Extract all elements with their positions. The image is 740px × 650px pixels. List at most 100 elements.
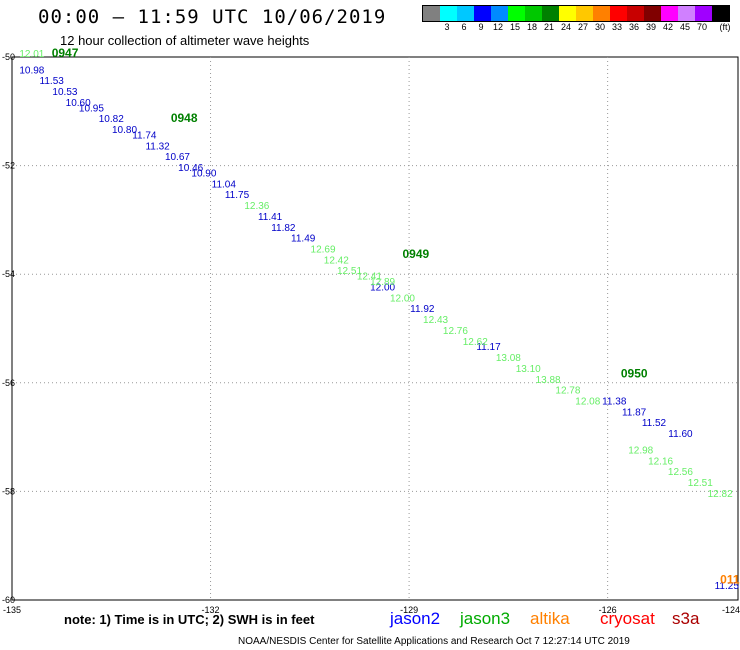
data-point-label: 11.04 [212, 179, 237, 190]
legend-swatch [474, 6, 491, 21]
data-point-label: 10.95 [79, 103, 104, 114]
legend-label: 36 [628, 22, 639, 32]
data-point-label: 12.42 [324, 255, 349, 266]
data-point-label: 13.10 [516, 364, 541, 375]
data-point-label: 10.53 [52, 87, 77, 98]
credit-footer: NOAA/NESDIS Center for Satellite Applica… [238, 636, 630, 647]
data-point-label: 11.87 [622, 407, 647, 418]
legend-label: 24 [560, 22, 571, 32]
y-tick-label: -52 [2, 161, 15, 171]
data-point-label: 12.16 [648, 456, 673, 467]
data-point-label: 10.90 [191, 168, 216, 179]
data-point-label: 13.08 [496, 353, 521, 364]
legend-label: 30 [594, 22, 605, 32]
legend-unit: (ft) [719, 22, 731, 32]
satellite-legend-altika: altika [530, 609, 570, 628]
data-point-label: 10.80 [112, 125, 137, 136]
data-point-label: 11.74 [132, 130, 157, 141]
color-legend-bar [422, 5, 730, 22]
data-point-label: 12.36 [244, 201, 269, 212]
legend-swatch [423, 6, 440, 21]
legend-swatch [491, 6, 508, 21]
data-point-label: 10.60 [66, 98, 91, 109]
legend-label: 70 [696, 22, 707, 32]
data-point-label: 11.82 [271, 223, 296, 234]
data-point-label: 12.76 [443, 326, 468, 337]
legend-swatch [525, 6, 542, 21]
footnote: note: 1) Time is in UTC; 2) SWH is in fe… [64, 612, 315, 627]
y-tick-label: -56 [2, 378, 15, 388]
legend-label: 27 [577, 22, 588, 32]
satellite-legend-jason3: jason3 [460, 609, 511, 628]
data-point-label: 11.32 [145, 141, 170, 152]
y-tick-label: -54 [2, 269, 15, 279]
legend-swatch [508, 6, 525, 21]
legend-label: 12 [492, 22, 503, 32]
data-point-label: 12.69 [311, 244, 336, 255]
legend-swatch [440, 6, 457, 21]
legend-label: 18 [526, 22, 537, 32]
data-point-label: 12.00 [390, 293, 415, 304]
legend-label: 6 [461, 22, 467, 32]
data-point-label: 12.78 [555, 386, 580, 397]
data-point-label: 11.25 [715, 581, 740, 592]
data-point-label: 10.82 [99, 114, 124, 125]
x-tick-label: -132 [202, 605, 220, 615]
legend-label: 33 [611, 22, 622, 32]
legend-swatch [661, 6, 678, 21]
data-point-label: 11.60 [668, 429, 693, 440]
legend-swatch [712, 6, 729, 21]
data-point-label: 12.89 [370, 277, 395, 288]
legend-swatch [627, 6, 644, 21]
legend-label: 39 [645, 22, 656, 32]
legend-swatch [457, 6, 474, 21]
x-tick-label: -126 [599, 605, 617, 615]
legend-label: 9 [478, 22, 484, 32]
data-point-label: 11.52 [642, 418, 667, 429]
satellite-legend-cryosat: cryosat [600, 609, 655, 628]
satellite-legend-s3a: s3a [672, 609, 700, 628]
map-title: 00:00 — 11:59 UTC 10/06/2019 [38, 6, 387, 28]
y-tick-label: -58 [2, 486, 15, 496]
legend-swatch [593, 6, 610, 21]
legend-swatch [576, 6, 593, 21]
x-tick-label: -124 [722, 605, 740, 615]
data-point-label: 12.51 [688, 478, 713, 489]
legend-swatch [610, 6, 627, 21]
data-point-label: 12.01 [19, 49, 44, 60]
legend-swatch [559, 6, 576, 21]
time-label: 0948 [171, 111, 198, 125]
x-tick-label: -135 [3, 605, 21, 615]
data-point-label: 11.38 [602, 397, 627, 408]
data-point-label: 12.62 [463, 337, 488, 348]
data-point-label: 12.51 [337, 266, 362, 277]
legend-label: 45 [679, 22, 690, 32]
data-point-label: 10.46 [178, 163, 203, 174]
legend-label: 15 [509, 22, 520, 32]
legend-swatch [695, 6, 712, 21]
data-point-label: 11.92 [410, 304, 435, 315]
map-frame [11, 56, 739, 601]
legend-label: 3 [444, 22, 450, 32]
legend-label: 42 [662, 22, 673, 32]
data-point-label: 11.49 [291, 234, 316, 245]
data-point-label: 12.41 [357, 272, 382, 283]
data-point-label: 13.88 [536, 375, 561, 386]
data-point-label: 12.56 [668, 467, 693, 478]
data-point-label: 12.82 [708, 489, 733, 500]
time-label: 0947 [52, 46, 79, 60]
map-subtitle: 12 hour collection of altimeter wave hei… [60, 33, 310, 48]
data-point-label: 11.41 [258, 212, 283, 223]
legend-label: 21 [543, 22, 554, 32]
y-tick-label: -50 [2, 52, 15, 62]
legend-swatch [644, 6, 661, 21]
legend-swatch [678, 6, 695, 21]
x-tick-label: -129 [400, 605, 418, 615]
legend-swatch [542, 6, 559, 21]
data-point-label: 11.17 [476, 342, 501, 353]
time-label: 0950 [621, 366, 648, 380]
satellite-legend-jason2: jason2 [390, 609, 441, 628]
data-point-label: 12.98 [628, 445, 653, 456]
